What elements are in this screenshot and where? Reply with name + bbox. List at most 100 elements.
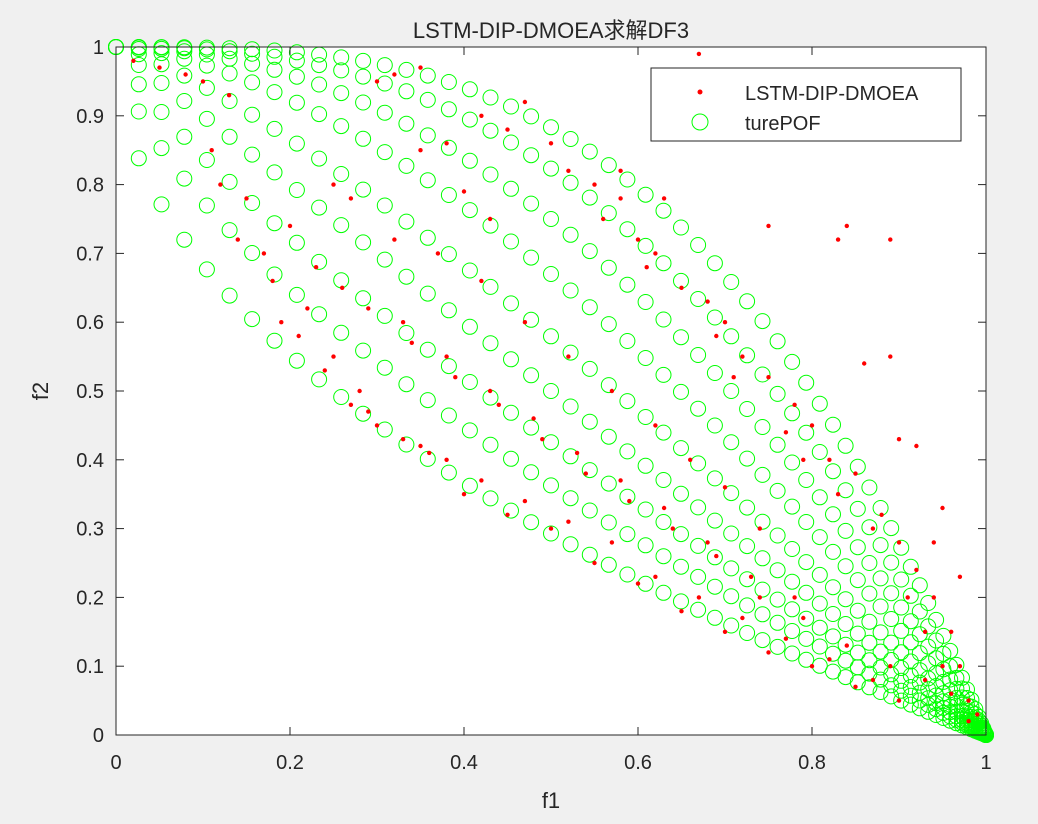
pof-marker bbox=[440, 101, 457, 118]
pof-marker bbox=[288, 52, 305, 69]
solution-point bbox=[392, 237, 397, 242]
pof-marker bbox=[244, 41, 261, 58]
pof-marker bbox=[872, 624, 889, 641]
pof-marker bbox=[311, 199, 328, 216]
solution-point bbox=[740, 354, 745, 359]
pof-marker bbox=[221, 287, 238, 304]
legend-marker-lstm-dip-dmoea bbox=[697, 89, 703, 95]
pof-marker bbox=[153, 75, 170, 91]
solution-point bbox=[618, 196, 623, 201]
pof-marker bbox=[893, 692, 910, 709]
solution-point bbox=[296, 333, 301, 339]
solution-point bbox=[661, 196, 667, 201]
pof-marker bbox=[723, 560, 740, 577]
pof-marker bbox=[920, 595, 937, 611]
solution-point bbox=[853, 684, 858, 689]
pof-marker bbox=[398, 157, 415, 174]
pof-marker bbox=[861, 652, 878, 669]
pof-marker bbox=[825, 628, 841, 645]
pof-marker bbox=[739, 571, 756, 588]
y-tick-label: 0.1 bbox=[76, 656, 104, 678]
pof-marker bbox=[942, 671, 959, 688]
solution-point bbox=[888, 354, 893, 359]
pof-marker bbox=[754, 513, 771, 530]
solution-point bbox=[809, 664, 815, 669]
solution-point bbox=[592, 182, 597, 187]
pof-marker bbox=[920, 681, 937, 698]
pof-marker bbox=[419, 172, 436, 189]
pof-marker bbox=[198, 39, 215, 56]
y-tick-label: 0.9 bbox=[76, 106, 104, 128]
pof-marker bbox=[690, 237, 707, 253]
x-tick-label: 0.2 bbox=[276, 752, 304, 774]
pof-marker bbox=[376, 251, 393, 268]
solution-point bbox=[975, 712, 980, 717]
pof-marker bbox=[798, 651, 815, 668]
pof-marker bbox=[911, 645, 928, 662]
pof-marker bbox=[244, 146, 261, 163]
pof-marker bbox=[198, 57, 215, 74]
pof-marker bbox=[266, 42, 283, 59]
pof-marker bbox=[825, 645, 841, 662]
pof-marker bbox=[883, 554, 900, 571]
pof-marker bbox=[288, 352, 305, 369]
pof-marker bbox=[562, 174, 579, 191]
pof-marker bbox=[311, 57, 328, 74]
pof-marker bbox=[153, 45, 170, 62]
pof-marker bbox=[655, 584, 672, 601]
pof-marker bbox=[543, 211, 559, 227]
solution-point bbox=[905, 595, 910, 600]
pof-marker bbox=[266, 164, 283, 181]
pof-marker bbox=[872, 598, 889, 615]
pof-marker bbox=[176, 170, 193, 187]
pof-marker bbox=[333, 324, 350, 341]
pof-marker bbox=[244, 45, 261, 62]
pof-marker bbox=[920, 690, 937, 707]
solution-point bbox=[722, 629, 728, 634]
pof-marker bbox=[673, 485, 689, 502]
solution-point bbox=[322, 368, 327, 373]
pof-marker bbox=[883, 611, 900, 627]
pof-marker bbox=[928, 611, 945, 628]
pof-marker bbox=[562, 448, 579, 465]
pof-marker bbox=[523, 195, 540, 212]
x-tick-label: 1 bbox=[980, 752, 991, 774]
pof-marker bbox=[637, 537, 654, 554]
pof-marker bbox=[861, 585, 878, 602]
pof-marker bbox=[619, 221, 636, 238]
solution-point bbox=[392, 72, 397, 77]
pof-marker bbox=[723, 617, 740, 634]
solution-point bbox=[348, 196, 354, 201]
pof-marker bbox=[176, 67, 193, 84]
pof-marker bbox=[911, 603, 928, 620]
solution-point bbox=[922, 629, 928, 634]
pof-marker bbox=[503, 98, 519, 115]
pof-marker bbox=[244, 311, 261, 328]
pof-marker bbox=[419, 229, 436, 246]
pof-marker bbox=[130, 103, 147, 120]
pof-marker bbox=[581, 299, 598, 316]
pof-marker bbox=[562, 226, 579, 243]
solution-point bbox=[183, 72, 188, 77]
pof-marker bbox=[600, 514, 617, 531]
pof-marker bbox=[562, 282, 579, 299]
pof-marker bbox=[244, 245, 261, 261]
y-tick-label: 0.5 bbox=[76, 381, 104, 403]
pof-marker bbox=[739, 499, 756, 516]
pof-marker bbox=[837, 616, 854, 632]
pof-marker bbox=[333, 85, 350, 102]
pof-marker bbox=[784, 454, 801, 471]
pof-marker bbox=[482, 490, 499, 507]
legend-label-lstm-dip-dmoea: LSTM-DIP-DMOEA bbox=[745, 83, 919, 105]
pof-marker bbox=[769, 333, 786, 350]
solution-point bbox=[748, 574, 754, 579]
pof-marker bbox=[673, 219, 689, 236]
pof-marker bbox=[562, 398, 579, 415]
pof-marker bbox=[963, 691, 980, 708]
pof-marker bbox=[754, 466, 771, 483]
pof-marker bbox=[825, 506, 841, 523]
pof-marker bbox=[673, 593, 689, 610]
solution-point bbox=[548, 526, 554, 531]
pof-marker bbox=[523, 367, 540, 384]
y-tick-label: 0 bbox=[93, 725, 104, 747]
